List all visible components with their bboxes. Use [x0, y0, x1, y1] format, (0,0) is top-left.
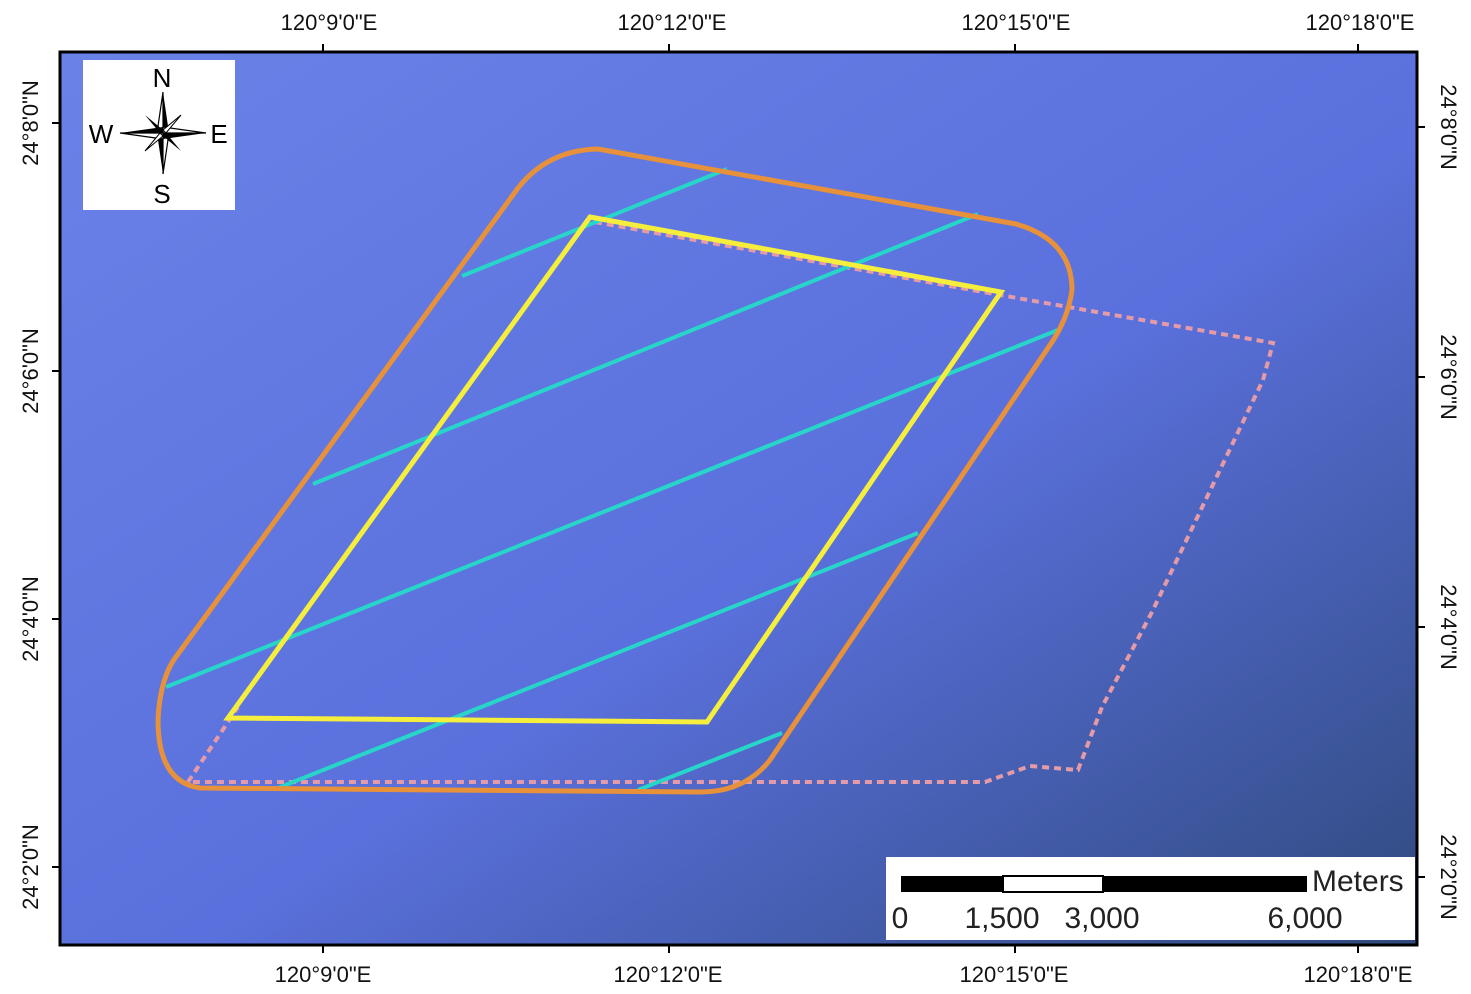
scale-unit-label: Meters — [1312, 865, 1404, 898]
north-arrow-icon — [119, 91, 207, 175]
top-label-2: 120°12'0"E — [618, 10, 727, 35]
top-label-4: 120°18'0"E — [1306, 10, 1415, 35]
left-axis-labels: 24°8'0"N 24°6'0"N 24°4'0"N 24°2'0"N — [18, 80, 43, 910]
top-axis-labels: 120°9'0"E 120°12'0"E 120°15'0"E 120°18'0… — [281, 10, 1415, 35]
map-background — [60, 52, 1417, 945]
compass-s-label: S — [153, 179, 170, 209]
scale-label-1500: 1,500 — [964, 902, 1039, 935]
scale-segment-2 — [1002, 875, 1104, 893]
top-label-3: 120°15'0"E — [962, 10, 1071, 35]
track-lines — [165, 167, 1059, 792]
bottom-label-1: 120°9'0"E — [275, 962, 372, 987]
scale-label-3000: 3,000 — [1064, 902, 1139, 935]
scale-label-6000: 6,000 — [1267, 902, 1342, 935]
right-label-2: 24°6'0"N — [1436, 334, 1461, 420]
compass-w-label: W — [89, 119, 114, 149]
top-label-1: 120°9'0"E — [281, 10, 378, 35]
track-line-2 — [312, 212, 979, 486]
compass-n-label: N — [153, 63, 172, 93]
right-axis-labels: 24°8'0"N 24°6'0"N 24°4'0"N 24°2'0"N — [1436, 84, 1461, 920]
scale-label-0: 0 — [892, 902, 909, 935]
track-line-1 — [461, 167, 728, 278]
left-label-1: 24°8'0"N — [18, 80, 43, 166]
right-label-3: 24°4'0"N — [1436, 584, 1461, 670]
tick-marks — [52, 44, 1425, 953]
bottom-label-3: 120°15'0"E — [960, 962, 1069, 987]
track-line-5 — [637, 731, 783, 792]
map-frame — [58, 50, 1419, 947]
left-label-2: 24°6'0"N — [18, 328, 43, 414]
outer-boundary — [155, 146, 1075, 795]
right-label-4: 24°2'0"N — [1436, 834, 1461, 920]
right-label-1: 24°8'0"N — [1436, 84, 1461, 170]
compass-e-label: E — [210, 119, 227, 149]
scale-segment-1 — [901, 876, 1003, 892]
scale-segment-3 — [1103, 876, 1307, 892]
track-line-3 — [165, 328, 1059, 689]
scale-bar-background — [886, 857, 1415, 940]
bottom-label-4: 120°18'0"E — [1304, 962, 1413, 987]
left-label-4: 24°2'0"N — [18, 824, 43, 910]
bottom-axis-labels: 120°9'0"E 120°12'0"E 120°15'0"E 120°18'0… — [275, 962, 1413, 987]
compass: N S W E — [83, 60, 235, 210]
inner-boundary — [223, 214, 1006, 725]
track-line-4 — [277, 531, 919, 790]
bottom-label-2: 120°12'0"E — [614, 962, 723, 987]
scale-bar: Meters 0 1,500 3,000 6,000 — [886, 857, 1415, 940]
left-label-3: 24°4'0"N — [18, 576, 43, 662]
